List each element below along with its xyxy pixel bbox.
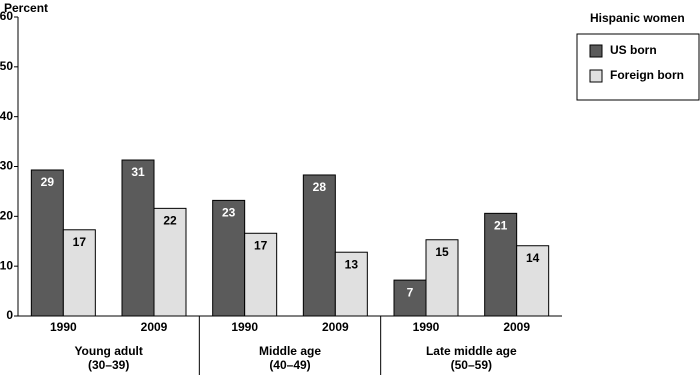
data-label: 31 xyxy=(131,165,145,179)
legend-swatch xyxy=(589,69,603,83)
bar xyxy=(334,251,368,317)
data-label: 17 xyxy=(254,238,268,252)
x-tick-label: 1990 xyxy=(231,320,258,334)
bar xyxy=(244,232,278,317)
legend-label: Foreign born xyxy=(610,68,684,82)
data-label: 28 xyxy=(313,180,327,194)
y-axis-label: Percent xyxy=(4,1,48,15)
y-tick-label: 40 xyxy=(0,109,13,123)
group-label: Late middle age xyxy=(426,344,517,358)
group-label: Young adult xyxy=(74,344,142,358)
legend-swatch xyxy=(589,44,603,58)
legend-box xyxy=(576,33,700,101)
y-tick-label: 10 xyxy=(0,258,13,272)
data-label: 17 xyxy=(73,235,87,249)
bar xyxy=(153,207,187,317)
group-sublabel: (50–59) xyxy=(451,358,492,372)
data-label: 7 xyxy=(407,285,414,299)
x-tick-label: 1990 xyxy=(413,320,440,334)
data-label: 21 xyxy=(494,219,508,233)
x-tick-label: 1990 xyxy=(50,320,77,334)
x-tick-label: 2009 xyxy=(141,320,168,334)
x-tick-label: 2009 xyxy=(322,320,349,334)
bar xyxy=(30,169,64,317)
bar xyxy=(516,245,550,317)
data-label: 29 xyxy=(41,175,55,189)
group-sublabel: (30–39) xyxy=(88,358,129,372)
group-label: Middle age xyxy=(259,344,321,358)
bar xyxy=(302,174,336,317)
y-tick-label: 50 xyxy=(0,59,13,73)
y-tick-label: 0 xyxy=(6,308,13,322)
group-sublabel: (40–49) xyxy=(269,358,310,372)
y-tick-label: 20 xyxy=(0,209,13,223)
data-label: 14 xyxy=(526,251,540,265)
legend-title: Hispanic women xyxy=(590,11,685,25)
data-label: 15 xyxy=(435,245,449,259)
x-tick-label: 2009 xyxy=(503,320,530,334)
data-label: 23 xyxy=(222,206,236,220)
data-label: 13 xyxy=(345,257,359,271)
bar xyxy=(62,229,96,317)
bar xyxy=(393,279,427,317)
y-tick-label: 30 xyxy=(0,159,13,173)
data-label: 22 xyxy=(163,214,177,228)
y-tick-label: 60 xyxy=(0,9,13,23)
bar xyxy=(425,239,459,317)
legend-label: US born xyxy=(610,43,657,57)
bar xyxy=(121,159,155,317)
